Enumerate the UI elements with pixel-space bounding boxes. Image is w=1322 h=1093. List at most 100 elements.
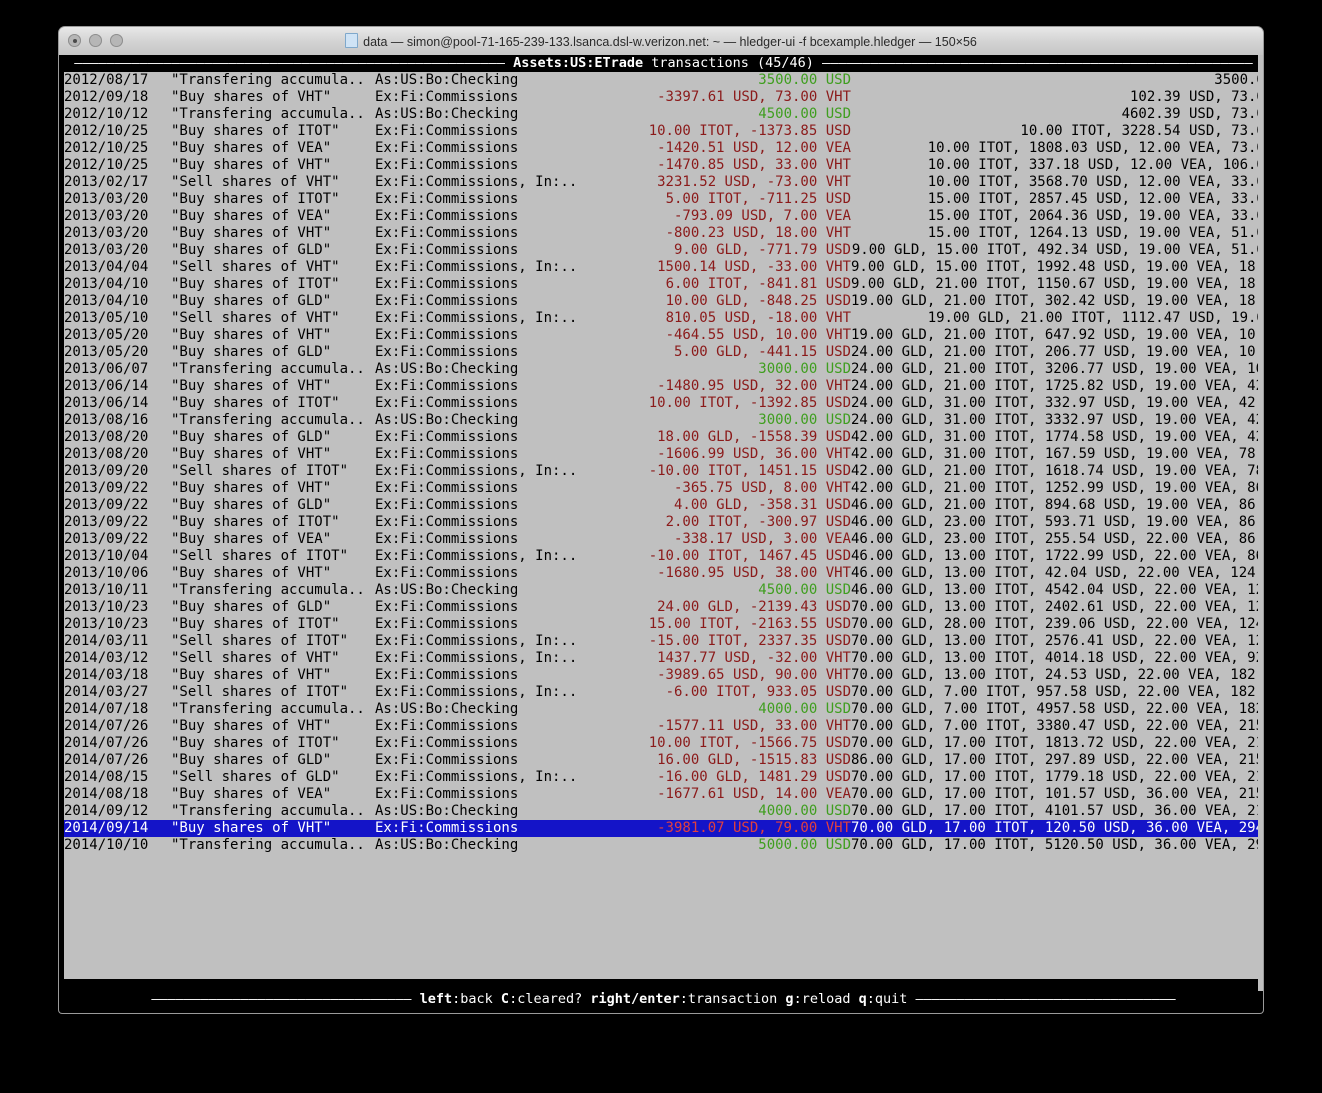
cell-date: 2013/06/14 bbox=[64, 378, 149, 394]
cell-date: 2013/03/20 bbox=[64, 225, 149, 241]
minimize-button[interactable] bbox=[89, 34, 102, 47]
cell-date: 2014/08/15 bbox=[64, 769, 149, 785]
cell-date: 2012/10/25 bbox=[64, 140, 149, 156]
table-row[interactable]: 2014/03/18 "Buy shares of VHT" Ex:Fi:Commi… bbox=[64, 667, 1263, 684]
table-row[interactable]: 2013/10/11 "Transfering accumula.. As:US:B… bbox=[64, 582, 1263, 599]
cell-desc: "Buy shares of GLD" bbox=[171, 242, 332, 258]
table-row[interactable]: 2014/10/10 "Transfering accumula.. As:US:B… bbox=[64, 837, 1263, 854]
table-row[interactable]: 2013/03/20 "Buy shares of ITOT" Ex:Fi:Comm… bbox=[64, 191, 1263, 208]
key-g[interactable]: g bbox=[785, 991, 794, 1007]
table-row[interactable]: 2014/07/26 "Buy shares of GLD" Ex:Fi:Commi… bbox=[64, 752, 1263, 769]
table-row[interactable]: 2013/09/20 "Sell shares of ITOT" Ex:Fi:Com… bbox=[64, 463, 1263, 480]
table-row[interactable]: 2013/05/10 "Sell shares of VHT" Ex:Fi:Comm… bbox=[64, 310, 1263, 327]
cell-balance: 70.00 GLD, 13.00 ITOT, 24.53 USD, 22.00 … bbox=[851, 667, 1263, 683]
key-left[interactable]: left bbox=[419, 991, 453, 1007]
cell-acct: Ex:Fi:Commissions bbox=[375, 514, 519, 530]
cell-desc: "Buy shares of VEA" bbox=[171, 140, 332, 156]
transaction-list[interactable]: 2012/08/17 "Transfering accumula.. As:US:B… bbox=[64, 72, 1263, 979]
cell-amount: 4.00 GLD, -358.31 USD bbox=[673, 497, 851, 513]
table-row[interactable]: 2013/05/20 "Buy shares of VHT" Ex:Fi:Commi… bbox=[64, 327, 1263, 344]
cell-date: 2014/07/18 bbox=[64, 701, 149, 717]
table-row[interactable]: 2014/03/27 "Sell shares of ITOT" Ex:Fi:Com… bbox=[64, 684, 1263, 701]
cell-amount: 4500.00 USD bbox=[758, 106, 851, 122]
table-row[interactable]: 2013/10/23 "Buy shares of ITOT" Ex:Fi:Comm… bbox=[64, 616, 1263, 633]
table-row[interactable]: 2013/10/06 "Buy shares of VHT" Ex:Fi:Commi… bbox=[64, 565, 1263, 582]
table-row[interactable]: 2013/09/22 "Buy shares of GLD" Ex:Fi:Commi… bbox=[64, 497, 1263, 514]
cell-date: 2012/10/12 bbox=[64, 106, 149, 122]
table-row[interactable]: 2013/04/04 "Sell shares of VHT" Ex:Fi:Comm… bbox=[64, 259, 1263, 276]
table-row[interactable]: 2013/09/22 "Buy shares of VHT" Ex:Fi:Commi… bbox=[64, 480, 1263, 497]
table-row[interactable]: 2013/06/07 "Transfering accumula.. As:US:B… bbox=[64, 361, 1263, 378]
cell-amount: 10.00 ITOT, -1373.85 USD bbox=[648, 123, 851, 139]
cell-date: 2014/03/12 bbox=[64, 650, 149, 666]
table-row[interactable]: 2014/08/15 "Sell shares of GLD" Ex:Fi:Comm… bbox=[64, 769, 1263, 786]
cell-balance: 9.00 GLD, 21.00 ITOT, 1150.67 USD, 19.00… bbox=[851, 276, 1263, 292]
key-right-enter[interactable]: right/enter bbox=[590, 991, 680, 1007]
zoom-button[interactable] bbox=[110, 34, 123, 47]
cell-balance: 70.00 GLD, 17.00 ITOT, 1813.72 USD, 22.0… bbox=[851, 735, 1263, 751]
table-row[interactable]: 2013/03/20 "Buy shares of GLD" Ex:Fi:Commi… bbox=[64, 242, 1263, 259]
header-rule-right: ————————————————————————————————————————… bbox=[813, 55, 1253, 71]
cell-amount: -1470.85 USD, 33.00 VHT bbox=[657, 157, 851, 173]
table-row[interactable]: 2012/10/25 "Buy shares of VHT" Ex:Fi:Commi… bbox=[64, 157, 1263, 174]
table-row[interactable]: 2014/09/12 "Transfering accumula.. As:US:B… bbox=[64, 803, 1263, 820]
cell-acct: Ex:Fi:Commissions bbox=[375, 89, 519, 105]
table-row[interactable]: 2012/08/17 "Transfering accumula.. As:US:B… bbox=[64, 72, 1263, 89]
cell-amount: 5.00 ITOT, -711.25 USD bbox=[665, 191, 851, 207]
cell-amount: -793.09 USD, 7.00 VEA bbox=[673, 208, 851, 224]
table-row[interactable]: 2014/08/18 "Buy shares of VEA" Ex:Fi:Commi… bbox=[64, 786, 1263, 803]
table-row[interactable]: 2013/05/20 "Buy shares of GLD" Ex:Fi:Commi… bbox=[64, 344, 1263, 361]
table-row[interactable]: 2013/08/16 "Transfering accumula.. As:US:B… bbox=[64, 412, 1263, 429]
table-row[interactable]: 2013/08/20 "Buy shares of VHT" Ex:Fi:Commi… bbox=[64, 446, 1263, 463]
table-row[interactable]: 2013/06/14 "Buy shares of VHT" Ex:Fi:Commi… bbox=[64, 378, 1263, 395]
cell-balance: 15.00 ITOT, 2064.36 USD, 19.00 VEA, 33.0… bbox=[927, 208, 1263, 224]
table-row[interactable]: 2013/04/10 "Buy shares of GLD" Ex:Fi:Commi… bbox=[64, 293, 1263, 310]
table-row[interactable]: 2014/07/26 "Buy shares of ITOT" Ex:Fi:Comm… bbox=[64, 735, 1263, 752]
table-row[interactable]: 2013/06/14 "Buy shares of ITOT" Ex:Fi:Comm… bbox=[64, 395, 1263, 412]
cell-acct: Ex:Fi:Commissions bbox=[375, 497, 519, 513]
table-row[interactable]: 2013/03/20 "Buy shares of VEA" Ex:Fi:Commi… bbox=[64, 208, 1263, 225]
close-button[interactable] bbox=[68, 34, 81, 47]
table-row[interactable]: 2012/10/25 "Buy shares of VEA" Ex:Fi:Commi… bbox=[64, 140, 1263, 157]
table-row[interactable]: 2014/03/11 "Sell shares of ITOT" Ex:Fi:Com… bbox=[64, 633, 1263, 650]
cell-date: 2013/08/20 bbox=[64, 429, 149, 445]
table-row[interactable]: 2014/07/18 "Transfering accumula.. As:US:B… bbox=[64, 701, 1263, 718]
cell-acct: Ex:Fi:Commissions, In:.. bbox=[375, 259, 578, 275]
table-row[interactable]: 2013/04/10 "Buy shares of ITOT" Ex:Fi:Comm… bbox=[64, 276, 1263, 293]
header-count: (45/46) bbox=[756, 55, 814, 71]
table-row[interactable]: 2012/09/18 "Buy shares of VHT" Ex:Fi:Commi… bbox=[64, 89, 1263, 106]
cell-balance: 42.00 GLD, 21.00 ITOT, 1252.99 USD, 19.0… bbox=[851, 480, 1263, 496]
cell-date: 2012/08/17 bbox=[64, 72, 149, 88]
table-row[interactable]: 2014/03/12 "Sell shares of VHT" Ex:Fi:Comm… bbox=[64, 650, 1263, 667]
cell-balance: 24.00 GLD, 31.00 ITOT, 3332.97 USD, 19.0… bbox=[851, 412, 1263, 428]
cell-acct: Ex:Fi:Commissions bbox=[375, 718, 519, 734]
table-row[interactable]: 2012/10/25 "Buy shares of ITOT" Ex:Fi:Comm… bbox=[64, 123, 1263, 140]
cell-balance: 24.00 GLD, 21.00 ITOT, 1725.82 USD, 19.0… bbox=[851, 378, 1263, 394]
table-row[interactable]: 2013/09/22 "Buy shares of VEA" Ex:Fi:Commi… bbox=[64, 531, 1263, 548]
cell-amount: 810.05 USD, -18.00 VHT bbox=[665, 310, 851, 326]
cell-acct: Ex:Fi:Commissions, In:.. bbox=[375, 310, 578, 326]
cell-balance: 10.00 ITOT, 337.18 USD, 12.00 VEA, 106.0… bbox=[927, 157, 1263, 173]
cell-acct: As:US:Bo:Checking bbox=[375, 361, 519, 377]
key-c[interactable]: C bbox=[500, 991, 510, 1007]
table-row[interactable]: 2013/10/04 "Sell shares of ITOT" Ex:Fi:Com… bbox=[64, 548, 1263, 565]
window-titlebar[interactable]: data — simon@pool-71-165-239-133.lsanca.… bbox=[59, 27, 1263, 56]
cell-desc: "Buy shares of VHT" bbox=[171, 718, 332, 734]
cell-balance: 3500.00 USD bbox=[1214, 72, 1263, 88]
cell-date: 2014/09/14 bbox=[64, 820, 149, 836]
cell-amount: 1437.77 USD, -32.00 VHT bbox=[657, 650, 851, 666]
table-row[interactable]: 2013/10/23 "Buy shares of GLD" Ex:Fi:Commi… bbox=[64, 599, 1263, 616]
key-q[interactable]: q bbox=[858, 991, 867, 1007]
table-row[interactable]: 2013/03/20 "Buy shares of VHT" Ex:Fi:Commi… bbox=[64, 225, 1263, 242]
cell-desc: "Buy shares of ITOT" bbox=[171, 616, 340, 632]
cell-acct: Ex:Fi:Commissions bbox=[375, 820, 519, 836]
cell-balance: 4602.39 USD, 73.00 VHT bbox=[1121, 106, 1263, 122]
table-row[interactable]: 2012/10/12 "Transfering accumula.. As:US:B… bbox=[64, 106, 1263, 123]
table-row[interactable]: 2013/08/20 "Buy shares of GLD" Ex:Fi:Commi… bbox=[64, 429, 1263, 446]
cell-desc: "Buy shares of VHT" bbox=[171, 225, 332, 241]
table-row[interactable]: 2014/07/26 "Buy shares of VHT" Ex:Fi:Commi… bbox=[64, 718, 1263, 735]
table-row[interactable]: 2013/02/17 "Sell shares of VHT" Ex:Fi:Comm… bbox=[64, 174, 1263, 191]
table-row[interactable]: 2014/09/14 "Buy shares of VHT" Ex:Fi:Commi… bbox=[64, 820, 1263, 837]
cell-acct: As:US:Bo:Checking bbox=[375, 582, 519, 598]
table-row[interactable]: 2013/09/22 "Buy shares of ITOT" Ex:Fi:Comm… bbox=[64, 514, 1263, 531]
